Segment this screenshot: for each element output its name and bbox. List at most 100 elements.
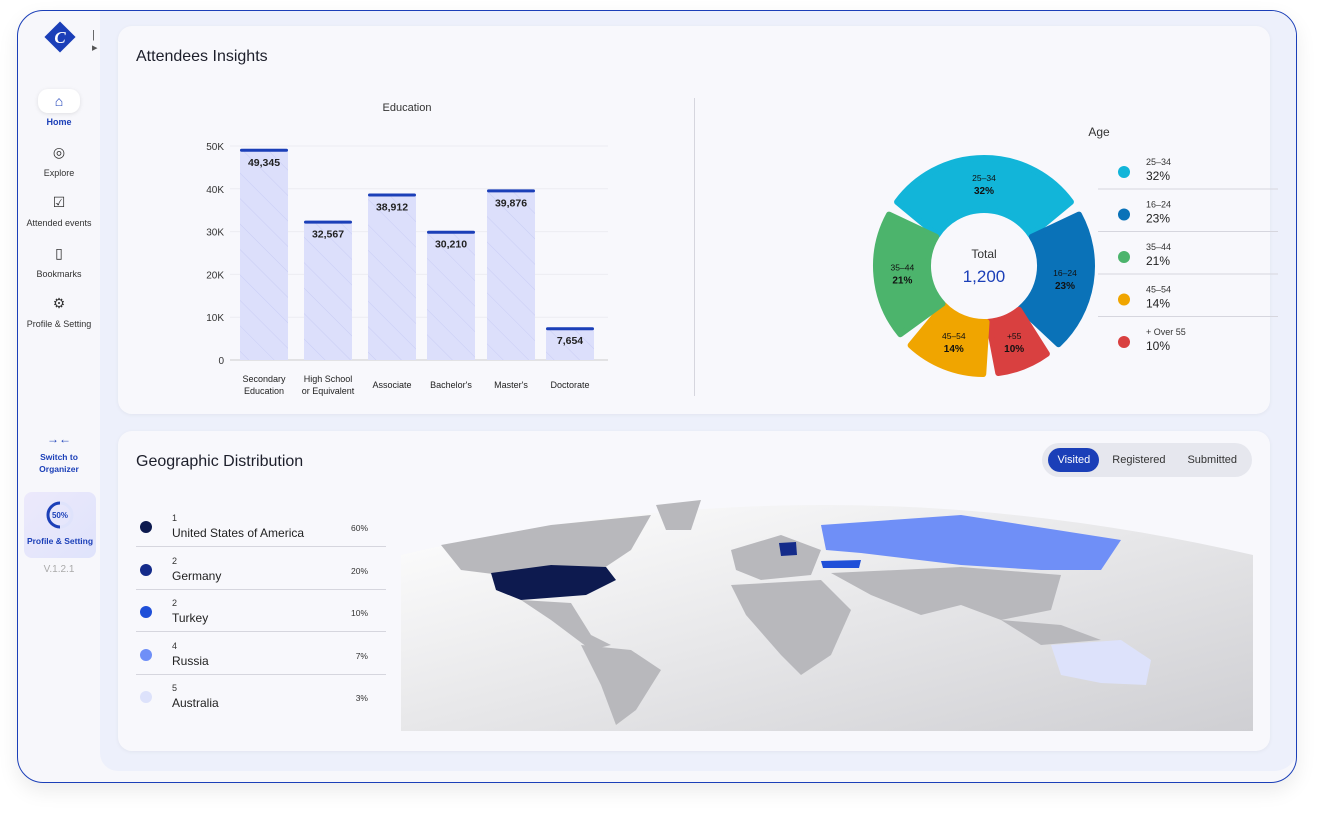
country-name: United States of America — [172, 526, 305, 540]
country-percent: 10% — [350, 608, 368, 618]
bar — [487, 189, 535, 360]
map-turkey[interactable] — [821, 560, 861, 568]
country-name: Turkey — [172, 611, 209, 625]
bar — [240, 148, 288, 360]
map-south-america[interactable] — [581, 645, 661, 725]
divider — [694, 98, 695, 396]
y-tick-label: 20K — [206, 270, 224, 281]
bar-cap — [487, 189, 535, 193]
bar-cap — [368, 193, 416, 197]
sidebar-item-label: Profile & Setting — [26, 319, 92, 329]
profile-label: Profile & Setting — [26, 536, 94, 546]
country-list-item[interactable]: 5 Australia 3% — [136, 675, 386, 717]
map-asia[interactable] — [831, 567, 1061, 620]
map-australia[interactable] — [1051, 640, 1151, 685]
progress-ring: 50% — [46, 501, 74, 529]
tab-visited[interactable]: Visited — [1048, 448, 1100, 472]
x-tick-label: High School — [304, 374, 353, 384]
legend-range: 35–44 — [1146, 242, 1171, 252]
country-color-dot — [140, 521, 152, 533]
country-rank: 5 — [172, 683, 178, 693]
map-germany[interactable] — [779, 542, 797, 556]
country-percent: 7% — [355, 650, 368, 661]
bar-cap — [427, 230, 475, 234]
slice-percent-label: 32% — [974, 186, 994, 197]
slice-range-label: +55 — [1007, 331, 1022, 341]
sidebar-item-profile-setting[interactable]: ⚙ Profile & Setting — [18, 291, 100, 329]
country-rank: 2 — [172, 598, 178, 608]
main-content: Attendees Insights Education 0 10K 20K 30K 40… — [100, 11, 1296, 771]
legend-percent: 21% — [1146, 254, 1170, 268]
country-list-item[interactable]: 1 United States of America 60% — [136, 505, 386, 547]
app-logo[interactable]: C — [44, 21, 76, 53]
donut-slice-16–24 — [1017, 211, 1095, 348]
x-tick-label: Master's — [494, 380, 528, 390]
donut-center-label: Total — [971, 247, 996, 261]
collapse-sidebar-icon[interactable]: |▸ — [92, 29, 98, 54]
map-europe[interactable] — [731, 535, 821, 580]
map-greenland[interactable] — [656, 500, 701, 530]
country-color-dot — [140, 606, 152, 618]
sidebar-item-label: Attended events — [26, 218, 92, 228]
home-icon: ⌂ — [38, 89, 80, 113]
sidebar: C |▸ ⌂ Home ◎ Explore ☑ Attended events ▯ Bookm… — [18, 11, 100, 782]
tab-submitted[interactable]: Submitted — [1187, 454, 1237, 466]
bar — [304, 220, 352, 360]
sidebar-item-label: Bookmarks — [36, 268, 82, 279]
bar-value-label: 30,210 — [435, 239, 467, 251]
country-color-dot — [140, 648, 152, 661]
legend-percent: 32% — [1146, 169, 1170, 183]
geo-tabs: Visited Registered Submitted — [1042, 443, 1252, 477]
country-name: Russia — [172, 653, 209, 668]
map-canada[interactable] — [441, 515, 651, 575]
bar — [368, 193, 416, 360]
sidebar-item-bookmarks[interactable]: ▯ Bookmarks — [18, 241, 100, 279]
donut-slice-25–34 — [894, 155, 1074, 239]
switch-to-organizer-button[interactable]: →← Switch to Organizer — [18, 433, 100, 475]
legend-range: 16–24 — [1146, 200, 1171, 210]
country-name: Germany — [172, 568, 222, 583]
sidebar-item-attended-events[interactable]: ☑ Attended events — [18, 190, 100, 228]
bar-value-label: 32,567 — [312, 229, 344, 241]
slice-percent-label: 21% — [892, 276, 912, 287]
sidebar-item-label: Home — [46, 117, 72, 127]
education-bar-chart: Education 0 10K 20K 30K 40K 50K 49,345 Secondary… — [206, 102, 608, 396]
donut-slice-35–44 — [873, 211, 946, 338]
country-list-item[interactable]: 2 Germany 20% — [136, 548, 386, 590]
country-list-item[interactable]: 4 Russia 7% — [136, 633, 386, 675]
card-title: Attendees Insights — [136, 48, 268, 65]
map-southeast-asia[interactable] — [1001, 620, 1101, 645]
country-rank: 2 — [172, 555, 178, 566]
y-tick-label: 50K — [206, 142, 224, 153]
bar — [427, 230, 475, 360]
donut-center-value: 1,200 — [963, 267, 1006, 286]
svg-text:C: C — [54, 28, 66, 47]
profile-progress-card[interactable]: 50% Profile & Setting — [24, 492, 96, 558]
country-percent: 20% — [350, 565, 368, 576]
sidebar-item-explore[interactable]: ◎ Explore — [18, 140, 100, 178]
world-map — [401, 495, 1253, 731]
bar-value-label: 39,876 — [495, 197, 527, 209]
chart-title: Education — [383, 102, 432, 114]
tab-registered[interactable]: Registered — [1112, 454, 1166, 466]
country-rank: 1 — [172, 513, 178, 523]
compass-icon: ◎ — [52, 143, 66, 160]
map-usa[interactable] — [491, 565, 616, 600]
map-central-america[interactable] — [521, 600, 611, 650]
map-russia[interactable] — [821, 515, 1121, 570]
slice-range-label: 45–54 — [942, 331, 966, 341]
geographic-distribution-card: Geographic Distribution Visited Registere… — [118, 431, 1270, 751]
y-tick-label: 40K — [206, 185, 224, 196]
country-name: Australia — [172, 696, 219, 710]
legend-dot — [1118, 166, 1130, 178]
country-percent: 3% — [355, 693, 368, 703]
map-africa[interactable] — [731, 580, 851, 675]
svg-text:50%: 50% — [52, 511, 68, 520]
attendees-insights-card: Attendees Insights Education 0 10K 20K 30K 40… — [118, 26, 1278, 414]
country-color-dot — [140, 563, 152, 576]
sidebar-item-home[interactable]: ⌂ Home — [18, 89, 100, 127]
country-color-dot — [140, 691, 152, 703]
slice-percent-label: 10% — [1004, 344, 1024, 355]
slice-range-label: 35–44 — [891, 263, 915, 273]
country-list-item[interactable]: 2 Turkey 10% — [136, 590, 386, 632]
